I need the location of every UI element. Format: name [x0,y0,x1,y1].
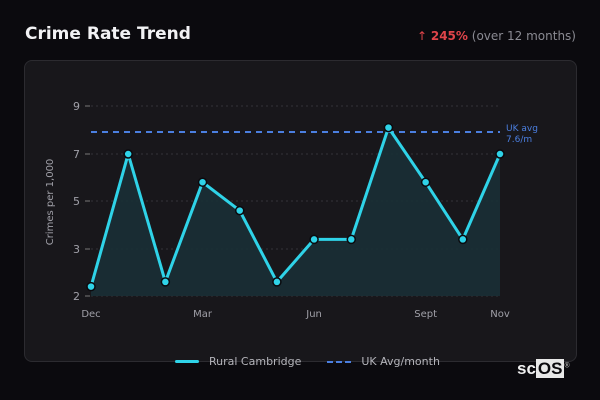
arrow-up-icon: ↑ [416,29,428,43]
svg-text:9: 9 [73,100,80,113]
svg-text:Mar: Mar [193,309,213,320]
chart-legend: Rural Cambridge UK Avg/month [175,355,440,368]
svg-text:3: 3 [73,243,80,256]
svg-text:Jun: Jun [305,309,322,320]
legend-series-label: Rural Cambridge [209,355,302,368]
change-period: (over 12 months) [471,29,576,43]
svg-text:7: 7 [73,148,80,161]
svg-text:Nov: Nov [490,309,510,320]
legend-item-series[interactable]: Rural Cambridge [175,355,301,368]
svg-text:2: 2 [73,290,80,303]
chart-title: Crime Rate Trend [25,24,191,44]
svg-text:UK avg: UK avg [506,124,538,134]
svg-text:Dec: Dec [81,309,100,320]
change-percent: 245% [430,29,468,43]
svg-text:7.6/m: 7.6/m [506,135,532,145]
change-indicator: ↑ 245% (over 12 months) [417,29,576,43]
legend-item-reference[interactable]: UK Avg/month [327,355,440,368]
legend-reference-label: UK Avg/month [361,355,440,368]
svg-text:5: 5 [73,195,80,208]
solid-line-swatch-icon [175,360,199,363]
dashed-line-swatch-icon [327,360,352,363]
svg-text:Crimes per 1,000: Crimes per 1,000 [45,159,56,246]
brand-logo: sc OS ® [517,359,570,378]
svg-text:Sept: Sept [414,309,437,320]
